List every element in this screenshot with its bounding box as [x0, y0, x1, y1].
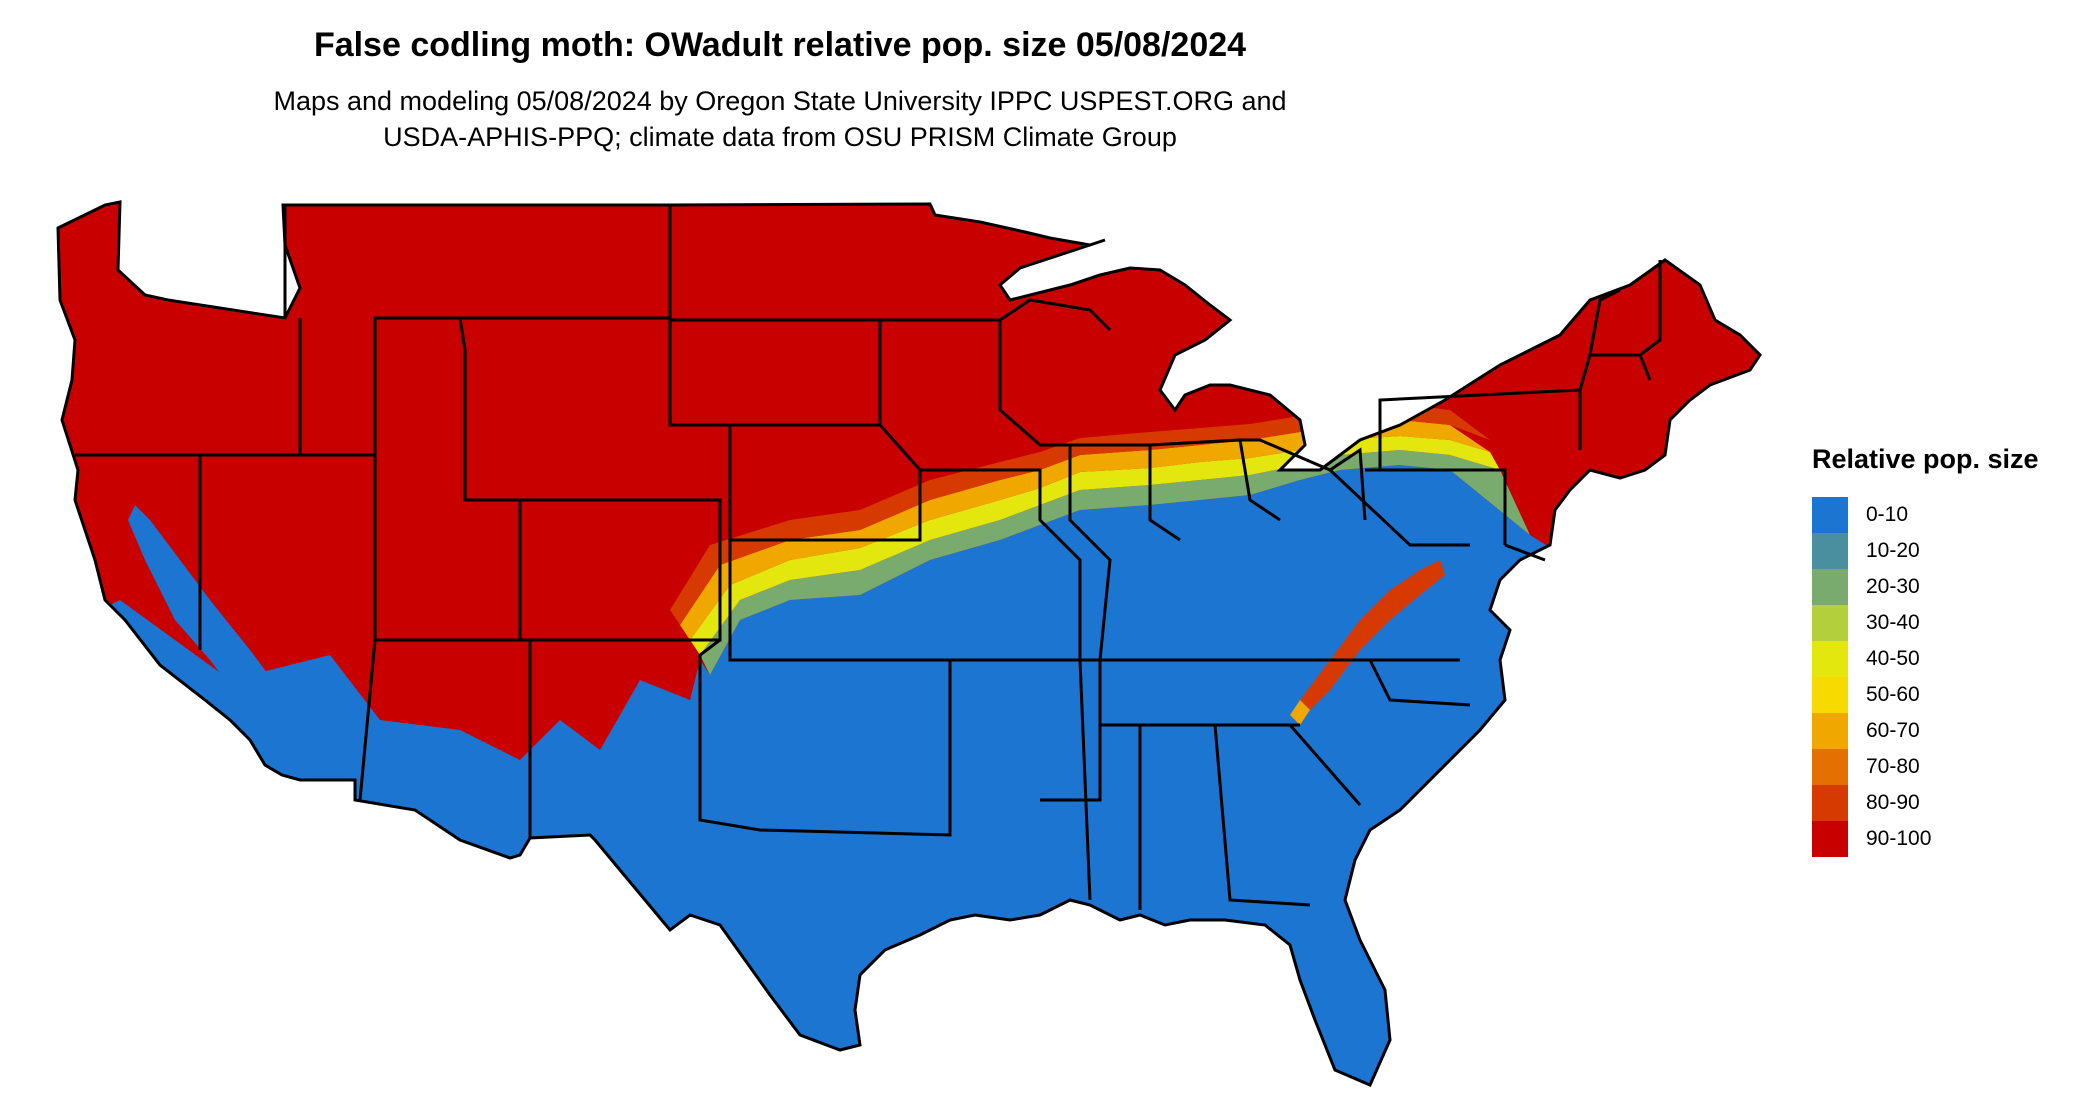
- legend-label: 30-40: [1866, 611, 1920, 634]
- legend: Relative pop. size 0-10 10-20 20-30 30-40 40…: [1812, 444, 2039, 857]
- legend-swatch: [1812, 641, 1848, 677]
- legend-label: 70-80: [1866, 755, 1920, 778]
- legend-item: 20-30: [1812, 569, 2039, 605]
- legend-title: Relative pop. size: [1812, 444, 2039, 474]
- legend-swatch: [1812, 605, 1848, 641]
- state-boundaries: [56, 200, 1762, 1087]
- map-subtitle-line2: USDA-APHIS-PPQ; climate data from OSU PR…: [383, 122, 1177, 152]
- legend-swatch: [1812, 533, 1848, 569]
- legend-item: 70-80: [1812, 749, 2039, 785]
- map-title: False codling moth: OWadult relative pop…: [313, 26, 1247, 64]
- us-population-map: [56, 200, 1762, 1087]
- legend-label: 90-100: [1866, 827, 1932, 850]
- legend-swatch: [1812, 569, 1848, 605]
- legend-label: 0-10: [1866, 503, 1909, 526]
- legend-swatch: [1812, 821, 1848, 857]
- legend-swatch: [1812, 677, 1848, 713]
- legend-item: 80-90: [1812, 785, 2039, 821]
- legend-label: 80-90: [1866, 791, 1920, 814]
- legend-item: 0-10: [1812, 497, 2039, 533]
- legend-swatch: [1812, 749, 1848, 785]
- legend-label: 40-50: [1866, 647, 1920, 670]
- legend-label: 20-30: [1866, 575, 1920, 598]
- map-subtitle-line1: Maps and modeling 05/08/2024 by Oregon S…: [273, 86, 1287, 116]
- legend-item: 10-20: [1812, 533, 2039, 569]
- legend-label: 50-60: [1866, 683, 1920, 706]
- legend-item: 60-70: [1812, 713, 2039, 749]
- legend-item: 90-100: [1812, 821, 2039, 857]
- legend-swatch: [1812, 785, 1848, 821]
- legend-item: 50-60: [1812, 677, 2039, 713]
- legend-swatch: [1812, 713, 1848, 749]
- legend-swatch: [1812, 497, 1848, 533]
- legend-label: 10-20: [1866, 539, 1920, 562]
- legend-item: 40-50: [1812, 641, 2039, 677]
- legend-label: 60-70: [1866, 719, 1920, 742]
- legend-item: 30-40: [1812, 605, 2039, 641]
